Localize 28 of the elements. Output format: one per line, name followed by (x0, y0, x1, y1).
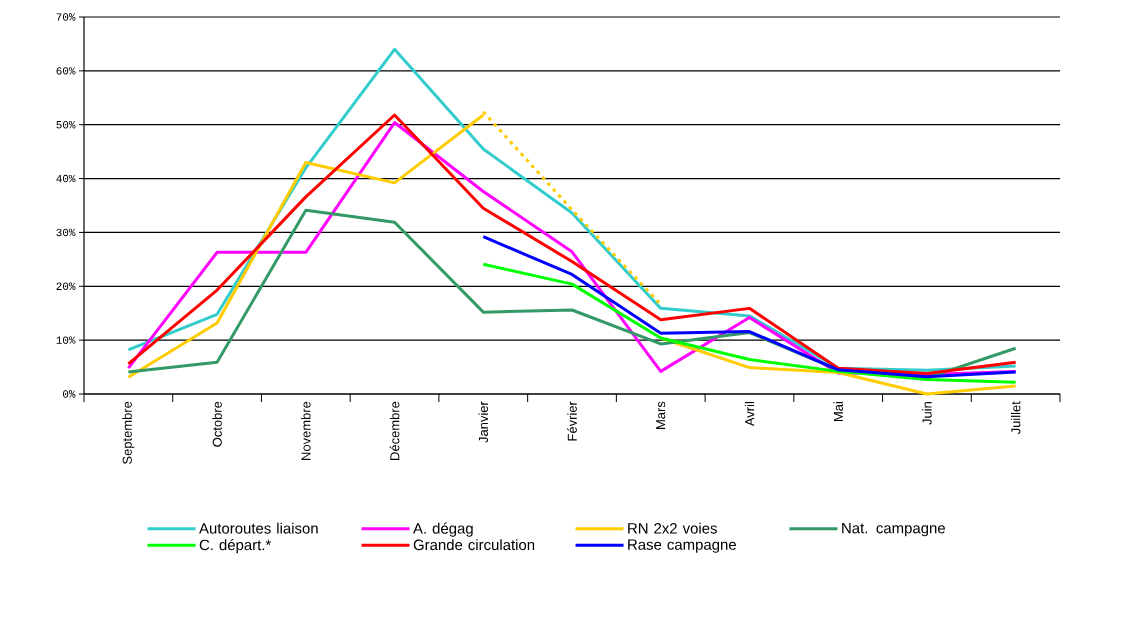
y-tick-label: 10% (56, 336, 76, 344)
x-tick-label: Juillet (1010, 401, 1021, 435)
line-series (481, 262, 1018, 384)
line-series (481, 235, 1018, 379)
x-tick-label: Mars (656, 401, 666, 429)
x-tick-label: Septembre (122, 401, 135, 464)
legend-label: Autoroutes liaison (199, 522, 318, 534)
y-tick-label: 70% (56, 13, 76, 21)
x-tick-label: Décembre (389, 401, 400, 460)
x-tick-label: Novembre (301, 401, 311, 460)
legend-label: Rase campagne (628, 539, 736, 553)
legend-label: RN 2x2 voies (628, 522, 717, 534)
legend-label: A. dégag (413, 522, 473, 537)
x-tick-label: Octobre (212, 401, 222, 447)
y-tick-label: 30% (56, 228, 76, 237)
y-tick-label: 40% (56, 174, 76, 183)
legend-label: C. départ.* (199, 539, 272, 554)
y-tick-label: 60% (56, 67, 76, 75)
x-tick-label: Février (567, 401, 577, 441)
y-tick-label: 50% (56, 121, 76, 129)
legend-label: Nat. campagne (842, 522, 945, 537)
x-tick-label: Mai (833, 402, 843, 422)
y-tick-label: 0% (62, 390, 76, 398)
y-tick-label: 20% (56, 282, 76, 291)
legend-label: Grande circulation (413, 539, 535, 551)
x-tick-label: Janvier (478, 401, 489, 443)
x-tick-label: Avril (744, 402, 755, 427)
x-tick-label: Juin (922, 402, 932, 425)
